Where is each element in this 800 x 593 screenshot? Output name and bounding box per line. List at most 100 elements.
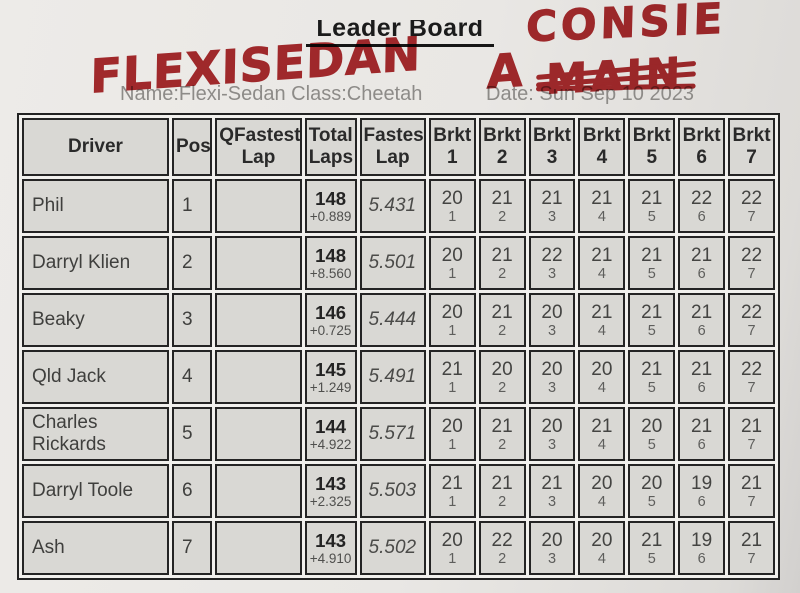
gap-value: +0.889 [309,208,352,224]
bracket-number: 1 [448,493,457,510]
bracket-number: 3 [547,550,557,567]
table-row: Qld Jack 4 145 +1.249 5.491 21 1 20 2 20… [22,350,775,404]
fastest-lap-cell: 5.501 [359,236,426,290]
qfastest-lap-cell [215,407,302,461]
bracket-3-cell: 20 3 [528,350,576,404]
table-row: Charles Rickards 5 144 +4.922 5.571 20 1… [22,407,775,461]
bracket-number: 3 [547,265,557,282]
bracket-laps: 20 [591,529,613,551]
position-cell: 3 [171,293,213,347]
qfastest-lap-cell [215,179,302,233]
bracket-laps: 21 [491,472,513,494]
bracket-laps: 21 [491,415,513,437]
bracket-laps: 21 [441,358,463,380]
bracket-laps: 22 [740,301,763,323]
bracket-7-cell: 21 7 [728,407,775,461]
bracket-laps: 21 [641,187,663,209]
fastest-lap-cell: 5.491 [359,350,426,404]
bracket-6-cell: 22 6 [678,179,726,233]
bracket-3-cell: 22 3 [528,236,576,290]
bracket-4-cell: 20 4 [578,350,626,404]
bracket-number: 1 [448,322,457,339]
bracket-number: 4 [597,493,606,510]
bracket-laps: 22 [541,244,563,266]
total-laps-value: 148 [315,187,347,209]
meta-date: Date: Sun Sep 10 2023 [486,83,694,105]
bracket-laps: 21 [691,244,713,266]
bracket-3-cell: 21 3 [528,179,576,233]
qfastest-lap-cell [215,236,302,290]
bracket-laps: 21 [441,472,463,494]
bracket-laps: 20 [441,244,463,266]
bracket-number: 7 [747,208,756,225]
fastest-lap-cell: 5.444 [359,293,426,347]
total-laps-value: 148 [315,244,347,266]
total-laps-value: 145 [315,358,347,380]
col-header-brkt-3: Brkt 3 [528,118,576,176]
bracket-laps: 21 [541,472,563,494]
strike-line [536,61,697,81]
bracket-laps: 21 [591,415,613,437]
bracket-4-cell: 21 4 [578,179,626,233]
gap-value: +0.725 [309,322,352,338]
bracket-number: 2 [498,550,507,567]
driver-name-cell: Beaky [22,293,169,347]
bracket-laps: 21 [740,529,763,551]
page-title-underline: Leader Board [306,14,494,47]
bracket-number: 6 [697,493,706,510]
bracket-number: 3 [547,493,557,510]
col-header-brkt-7: Brkt 7 [728,118,775,176]
bracket-3-cell: 20 3 [528,407,576,461]
leaderboard-table: Driver Pos. QFastest Lap Total Laps Fast… [17,113,780,580]
table-row: Phil 1 148 +0.889 5.431 20 1 21 2 21 3 2… [22,179,775,233]
bracket-laps: 19 [691,529,713,551]
bracket-number: 4 [597,208,606,225]
total-laps-value: 144 [315,415,347,437]
bracket-laps: 20 [441,415,463,437]
bracket-number: 6 [697,379,706,396]
bracket-2-cell: 20 2 [478,350,526,404]
bracket-laps: 21 [691,415,713,437]
bracket-number: 7 [747,379,756,396]
page-title-wrap: Leader Board [0,14,800,47]
bracket-5-cell: 21 5 [628,179,676,233]
bracket-number: 6 [697,208,706,225]
bracket-number: 7 [747,550,756,567]
total-laps-cell: 146 +0.725 [304,293,357,347]
bracket-number: 2 [498,436,507,453]
bracket-6-cell: 19 6 [678,521,726,575]
qfastest-lap-cell [215,293,302,347]
bracket-laps: 21 [641,244,663,266]
bracket-6-cell: 19 6 [678,464,726,518]
bracket-number: 1 [448,265,457,282]
bracket-1-cell: 20 1 [428,236,476,290]
bracket-laps: 20 [441,187,463,209]
table-row: Ash 7 143 +4.910 5.502 20 1 22 2 20 3 20 [22,521,775,575]
bracket-laps: 20 [441,529,463,551]
driver-name-cell: Darryl Toole [22,464,169,518]
bracket-number: 5 [647,550,656,567]
bracket-number: 5 [647,493,656,510]
bracket-number: 6 [697,322,706,339]
total-laps-cell: 143 +4.910 [304,521,357,575]
bracket-number: 5 [647,322,656,339]
bracket-laps: 20 [591,358,613,380]
bracket-laps: 21 [691,358,713,380]
bracket-number: 2 [498,493,507,510]
gap-value: +4.922 [309,436,352,452]
bracket-number: 5 [647,208,656,225]
driver-name-cell: Ash [22,521,169,575]
bracket-laps: 21 [541,187,563,209]
bracket-number: 4 [597,322,606,339]
table-row: Beaky 3 146 +0.725 5.444 20 1 21 2 20 3 … [22,293,775,347]
total-laps-cell: 144 +4.922 [304,407,357,461]
bracket-7-cell: 21 7 [728,521,775,575]
qfastest-lap-cell [215,521,302,575]
bracket-5-cell: 21 5 [628,521,676,575]
bracket-5-cell: 20 5 [628,464,676,518]
bracket-4-cell: 21 4 [578,236,626,290]
bracket-number: 4 [597,550,606,567]
bracket-laps: 20 [591,472,613,494]
gap-value: +1.249 [309,379,352,395]
